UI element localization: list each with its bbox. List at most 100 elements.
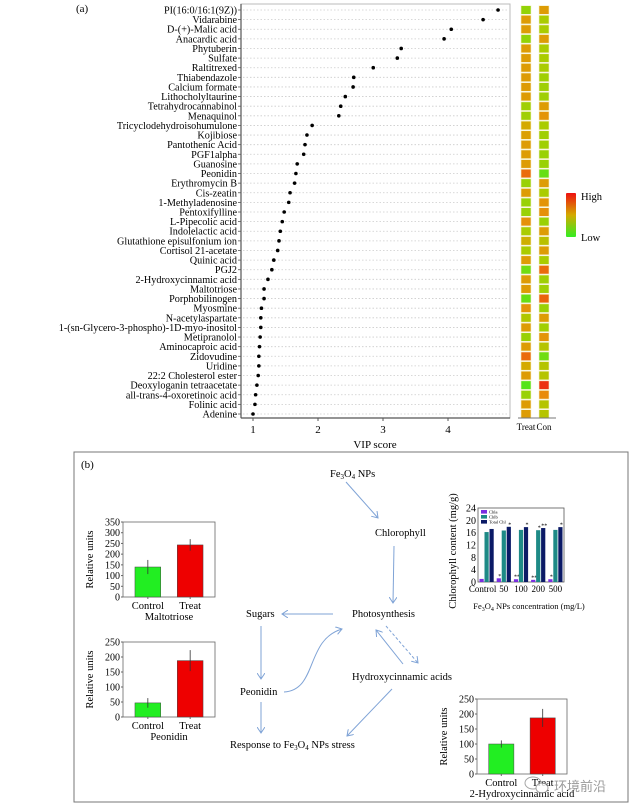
node-sugars: Sugars: [246, 609, 275, 620]
y-tick-label: Folinic acid: [189, 400, 237, 411]
data-point: [270, 267, 274, 272]
chart-title: Maltotriose: [145, 612, 194, 623]
heatmap-cell: [538, 236, 550, 246]
heatmap-cell: [520, 15, 532, 25]
y-tick-label: Quinic acid: [190, 256, 237, 267]
significance-mark: *: [508, 522, 511, 528]
data-point: [262, 296, 266, 301]
y-tick-label: Uridine: [206, 361, 238, 372]
y-axis-title: Relative units: [85, 650, 96, 708]
y-tick-label: D-(+)-Malic acid: [167, 25, 237, 36]
data-point: [351, 75, 356, 80]
bar: [536, 530, 541, 582]
node-fe3o4: Fe3O4 NPs: [330, 469, 375, 481]
x-axis-title: VIP score: [353, 439, 396, 451]
y-tick-label: 20: [466, 516, 476, 527]
heatmap-cell: [538, 217, 550, 227]
peonidin-bar-chart: 0 50 100 150 200 250 Relative units Control Trea…: [85, 638, 216, 743]
data-point: [259, 316, 263, 320]
significance-mark: *: [538, 526, 541, 532]
data-point: [295, 162, 300, 166]
y-tick-label: Menaquinol: [188, 111, 237, 122]
data-point: [257, 344, 262, 349]
x-tick-label: 100: [514, 584, 528, 594]
heatmap-cell: [538, 255, 550, 265]
bar: [501, 530, 506, 582]
y-tick-label: PI(16:0/16:1(9Z)): [164, 6, 237, 17]
heatmap-cell: [520, 5, 532, 15]
significance-mark: **: [514, 575, 520, 581]
x-tick-label: 1: [250, 424, 256, 436]
heatmap-cell: [538, 351, 550, 361]
heatmap-cell: [538, 149, 550, 159]
y-tick-label: Pantothenic Acid: [167, 140, 237, 151]
node-response-stress: Response to Fe3O4 NPs stress: [230, 740, 355, 752]
y-tick-label: Tetrahydrocannabinol: [148, 102, 237, 113]
plot-frame: [476, 698, 568, 775]
heatmap-cell: [520, 245, 532, 256]
heatmap-cell: [538, 91, 550, 102]
bar: [553, 529, 558, 582]
bar: [541, 528, 546, 582]
heatmap-cell: [520, 130, 532, 140]
x-tick-label: 50: [499, 584, 509, 594]
y-tick-label: 100: [105, 683, 120, 694]
heatmap-cell: [538, 332, 550, 342]
bar: [479, 578, 484, 582]
data-point: [262, 287, 266, 291]
legend-high-label: High: [581, 192, 603, 203]
y-tick-label: Thiabendazole: [177, 73, 237, 84]
data-point: [294, 171, 298, 176]
y-tick-label: 1-(sn-Glycero-3-phospho)-1D-myo-inositol: [59, 323, 237, 334]
y-tick-label: 250: [459, 695, 474, 706]
heatmap-cell: [538, 293, 550, 304]
data-point: [257, 364, 261, 368]
heatmap-cell: [520, 43, 532, 54]
x-tick-label: 2: [315, 424, 321, 436]
y-tick-label: 300: [105, 528, 120, 539]
heatmap-cell: [520, 409, 532, 419]
heatmap-cell: [520, 82, 532, 92]
y-tick-label: Adenine: [202, 410, 237, 421]
heatmap-cell: [520, 380, 532, 390]
heatmap-cell: [520, 313, 532, 323]
x-tick-label: 500: [549, 584, 563, 594]
heatmap-cell: [520, 399, 532, 409]
heatmap-cell: [538, 24, 550, 34]
y-tick-label: 8: [471, 553, 476, 564]
heatmap-cell: [538, 72, 550, 82]
heatmap-cell: [538, 120, 550, 131]
heatmap-cell: [520, 111, 532, 121]
heatmap-cell: [538, 5, 550, 15]
heatmap-cell: [538, 370, 550, 381]
heatmap-cell: [538, 313, 550, 323]
heatmap-column-label: Treat: [517, 422, 536, 432]
heatmap-cell: [520, 120, 532, 131]
node-peonidin: Peonidin: [240, 687, 278, 698]
y-tick-label: Aminocaproic acid: [159, 342, 237, 353]
plot-frame: [240, 3, 511, 419]
chart-title: Peonidin: [150, 732, 188, 743]
data-point: [301, 152, 306, 157]
data-point: [275, 248, 280, 253]
y-tick-label: Lithocholyltaurine: [161, 92, 237, 103]
data-point: [280, 219, 285, 224]
y-tick-label: 0: [115, 713, 120, 724]
data-point: [278, 229, 283, 234]
heatmap-cell: [538, 82, 550, 92]
heatmap-cell: [520, 188, 532, 198]
data-point: [343, 94, 348, 99]
x-tick-label: Control: [485, 778, 517, 789]
legend-colorbar: [566, 193, 576, 237]
heatmap-cell: [520, 24, 532, 34]
y-tick-label: Myosmine: [193, 304, 237, 315]
y-tick-label: 22:2 Cholesterol ester: [148, 371, 238, 382]
y-tick-label: Guanosine: [193, 159, 237, 170]
heatmap-cell: [538, 409, 550, 419]
heatmap-cell: [520, 34, 532, 44]
y-tick-label: 150: [459, 725, 474, 736]
